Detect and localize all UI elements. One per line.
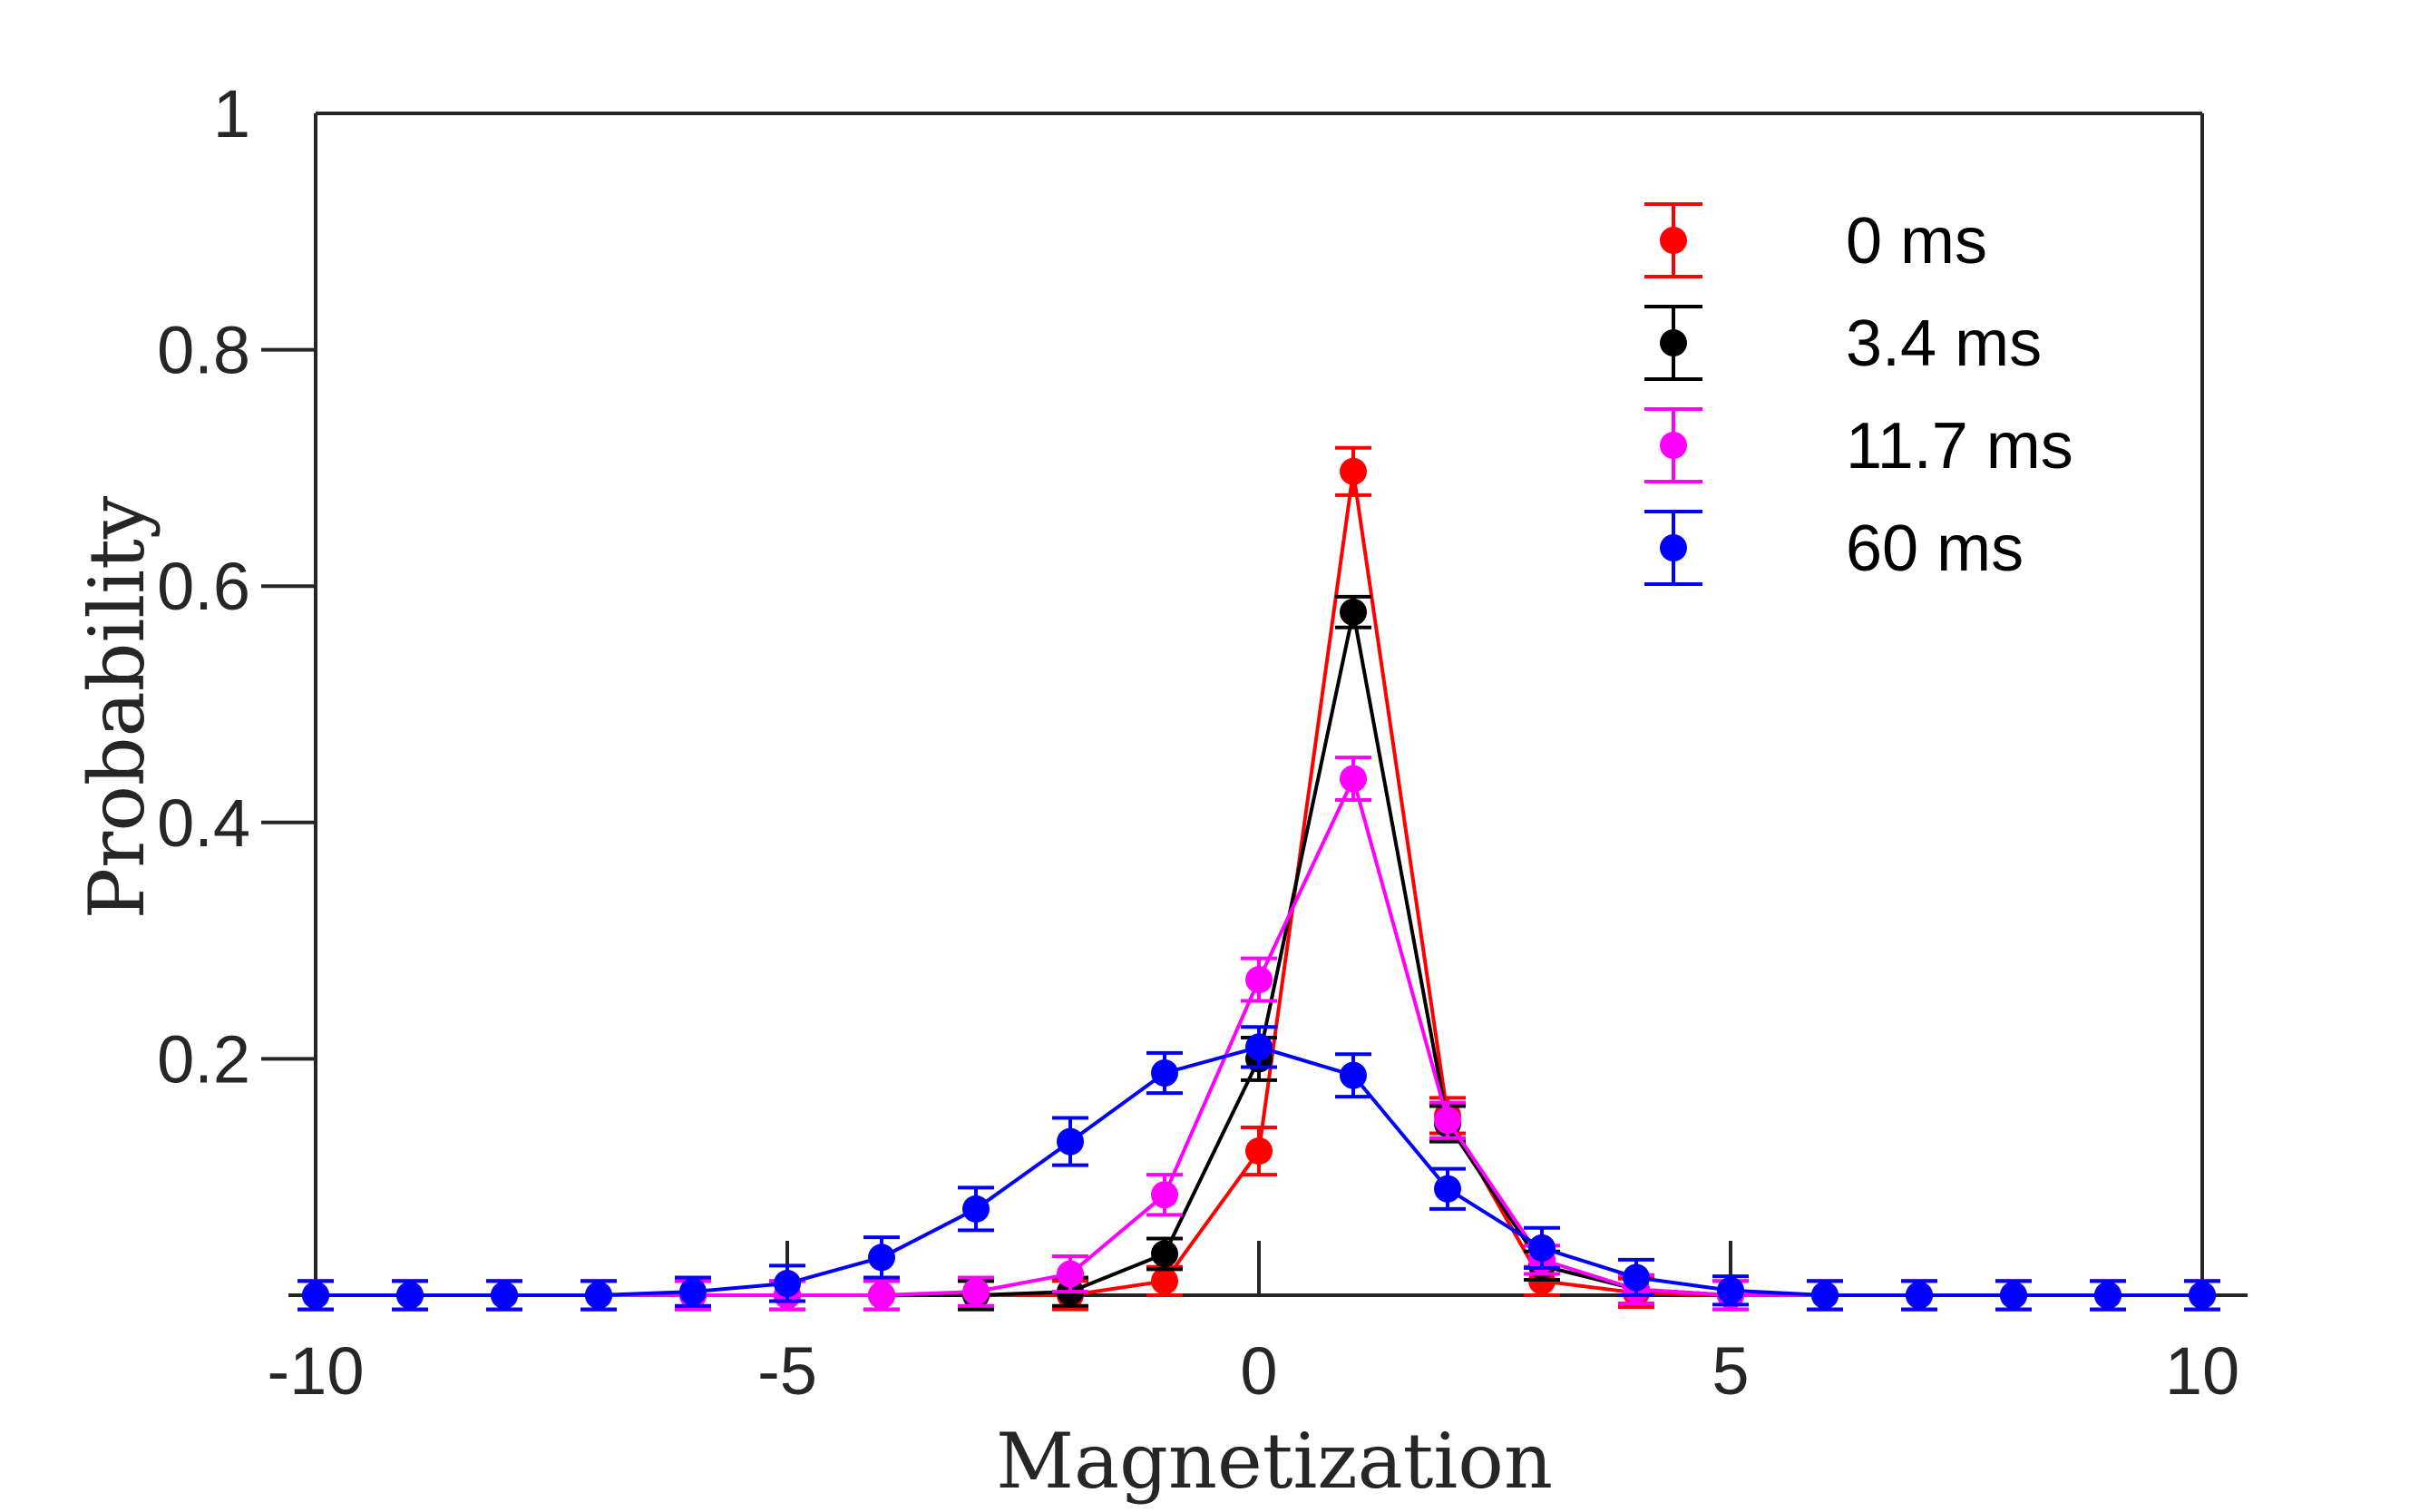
data-point [1811,1282,1839,1309]
legend-label: 3.4 ms [1846,307,2042,380]
legend-marker [1660,432,1687,459]
data-point [1340,765,1367,793]
x-tick-label: 10 [2165,1333,2239,1409]
data-point [2000,1282,2027,1309]
legend-label: 11.7 ms [1846,410,2073,483]
y-axis-title: Probability [73,495,161,919]
data-point [1151,1181,1178,1209]
data-point [1434,1107,1461,1135]
data-point [962,1195,990,1223]
x-tick-label: 5 [1712,1333,1749,1409]
data-point [679,1278,707,1306]
data-point [491,1282,518,1309]
legend-marker [1660,227,1687,254]
y-tick-label: 0.6 [157,549,250,624]
data-point [2189,1282,2216,1309]
legend-label: 0 ms [1846,205,1987,278]
data-point [1717,1276,1744,1304]
legend-item: 0 ms [1644,202,1987,278]
data-point [1434,1175,1461,1203]
data-point [2094,1282,2122,1309]
data-point [1906,1282,1933,1309]
x-tick-label: 0 [1240,1333,1277,1409]
y-tick-label: 0.4 [157,785,250,861]
data-point [774,1269,801,1297]
legend-marker [1660,534,1687,561]
data-point [1623,1263,1650,1292]
y-tick-label: 1 [213,76,250,151]
data-point [1151,1059,1178,1088]
data-point [1340,1061,1367,1089]
data-point [1245,1033,1273,1061]
data-point [302,1282,329,1309]
data-point [585,1282,612,1309]
x-tick-label: -5 [757,1333,817,1409]
y-tick-label: 0.8 [157,313,250,388]
data-point [396,1282,424,1309]
data-point [1340,598,1367,626]
legend: 0 ms 3.4 ms 11.7 ms 60 ms [1644,202,2073,586]
y-tick-label: 0.2 [157,1021,250,1097]
series-60-ms [297,1025,2220,1312]
data-point [962,1278,990,1306]
legend-item: 60 ms [1644,510,2024,586]
axes: 0.2 0.4 0.6 0.8 1 -10 -5 0 5 10 [157,76,2248,1409]
data-point [1057,1260,1084,1288]
data-point [1151,1267,1178,1295]
data-point [868,1282,895,1309]
data-point [1245,966,1273,994]
data-point [1340,457,1367,485]
legend-item: 11.7 ms [1644,407,2073,483]
data-point [1245,1137,1273,1166]
legend-item: 3.4 ms [1644,305,2042,381]
data-point [868,1244,895,1272]
x-tick-label: -10 [268,1333,365,1409]
data-point [1151,1240,1178,1268]
data-series [297,445,2220,1312]
x-axis-title: Magnetization [996,1417,1553,1506]
legend-marker [1660,329,1687,356]
data-point [1057,1127,1084,1156]
legend-label: 60 ms [1846,512,2024,585]
data-point [1528,1234,1556,1262]
